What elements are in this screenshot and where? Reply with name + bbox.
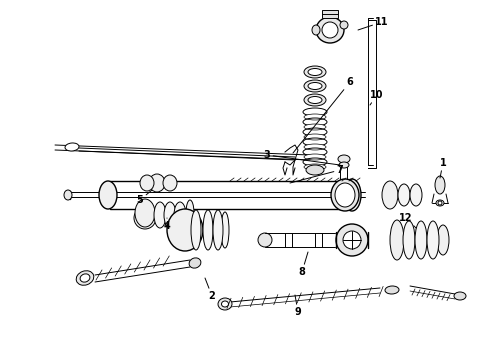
Text: 8: 8	[298, 252, 308, 277]
Text: 5: 5	[137, 190, 152, 205]
Text: 7: 7	[290, 165, 343, 183]
Ellipse shape	[304, 144, 326, 150]
Ellipse shape	[304, 114, 326, 120]
Ellipse shape	[76, 271, 94, 285]
Ellipse shape	[203, 210, 213, 250]
Ellipse shape	[213, 210, 223, 250]
Ellipse shape	[322, 22, 338, 38]
Ellipse shape	[339, 162, 349, 168]
Ellipse shape	[134, 207, 156, 229]
Text: 1: 1	[440, 158, 446, 178]
Ellipse shape	[403, 221, 415, 259]
Ellipse shape	[427, 221, 439, 259]
Ellipse shape	[435, 176, 445, 194]
Ellipse shape	[312, 25, 320, 35]
Ellipse shape	[335, 183, 355, 207]
Ellipse shape	[186, 200, 194, 226]
Ellipse shape	[454, 292, 466, 300]
Ellipse shape	[382, 181, 398, 209]
Ellipse shape	[304, 66, 326, 78]
Ellipse shape	[154, 202, 166, 228]
Ellipse shape	[149, 174, 165, 192]
Ellipse shape	[80, 274, 90, 282]
Bar	[322, 10, 338, 18]
Ellipse shape	[438, 201, 442, 205]
Ellipse shape	[308, 96, 322, 104]
Ellipse shape	[218, 298, 232, 310]
Ellipse shape	[415, 221, 427, 259]
Text: 12: 12	[399, 213, 416, 228]
Ellipse shape	[304, 94, 326, 106]
Ellipse shape	[140, 175, 154, 191]
Text: 11: 11	[358, 17, 389, 30]
Text: 4: 4	[164, 218, 171, 231]
Ellipse shape	[304, 80, 326, 92]
Ellipse shape	[436, 200, 444, 206]
Text: 2: 2	[205, 278, 216, 301]
Ellipse shape	[410, 184, 422, 206]
Ellipse shape	[398, 184, 410, 206]
Ellipse shape	[331, 179, 359, 211]
Text: 6: 6	[293, 77, 353, 153]
Ellipse shape	[343, 179, 361, 211]
Ellipse shape	[340, 21, 348, 29]
Text: 9: 9	[294, 295, 301, 317]
Text: 10: 10	[370, 90, 384, 105]
Ellipse shape	[221, 301, 228, 307]
Ellipse shape	[437, 225, 449, 255]
Ellipse shape	[191, 210, 201, 250]
Text: 3: 3	[264, 150, 340, 165]
Ellipse shape	[65, 143, 79, 151]
Ellipse shape	[336, 224, 368, 256]
Ellipse shape	[338, 155, 350, 163]
Ellipse shape	[343, 231, 361, 249]
Ellipse shape	[385, 286, 399, 294]
Ellipse shape	[135, 199, 155, 227]
Ellipse shape	[306, 165, 324, 175]
Ellipse shape	[390, 220, 404, 260]
Ellipse shape	[304, 134, 326, 140]
Ellipse shape	[174, 202, 186, 228]
Ellipse shape	[304, 154, 326, 160]
Ellipse shape	[164, 202, 176, 228]
Ellipse shape	[167, 209, 203, 251]
Ellipse shape	[304, 164, 326, 170]
Ellipse shape	[99, 181, 117, 209]
Ellipse shape	[163, 175, 177, 191]
Ellipse shape	[258, 233, 272, 247]
Ellipse shape	[316, 17, 344, 43]
Ellipse shape	[304, 124, 326, 130]
Ellipse shape	[308, 68, 322, 76]
Ellipse shape	[189, 258, 201, 268]
Ellipse shape	[64, 190, 72, 200]
Ellipse shape	[308, 82, 322, 90]
Ellipse shape	[221, 212, 229, 248]
